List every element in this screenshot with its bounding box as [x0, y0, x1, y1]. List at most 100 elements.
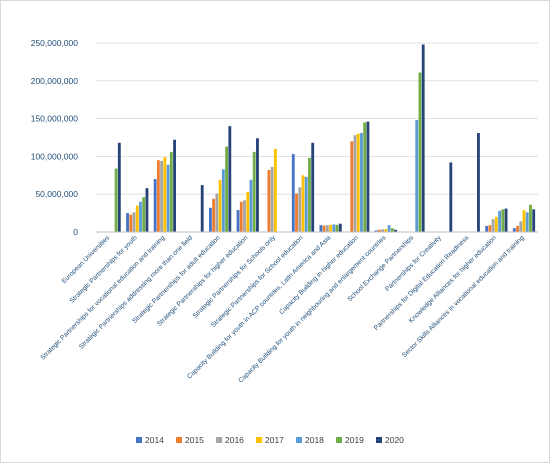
bar-2015-9 [350, 141, 354, 232]
bar-2015-15 [516, 225, 519, 232]
bar-2017-10 [384, 228, 388, 232]
y-tick-label: 100,000,000 [31, 151, 79, 161]
bar-2020-8 [338, 223, 342, 232]
bar-2019-7 [308, 157, 311, 232]
bar-2014-1 [126, 213, 129, 232]
legend-label-2014: 2014 [145, 435, 164, 445]
bar-2017-6 [273, 148, 277, 232]
bar-2020-10 [394, 229, 397, 232]
bar-2017-15 [522, 210, 526, 232]
bar-2018-15 [525, 212, 529, 232]
bar-2019-0 [114, 168, 118, 232]
legend: 2014 2015 2016 2017 2018 2019 2020 [136, 435, 404, 445]
legend-swatch-2017 [256, 437, 262, 443]
bar-2015-2 [156, 160, 160, 232]
bar-2017-1 [135, 205, 139, 232]
bar-2014-5 [236, 210, 240, 232]
bar-2016-4 [215, 193, 219, 232]
bar-2020-11 [421, 44, 425, 233]
legend-swatch-2018 [296, 437, 302, 443]
bar-2017-9 [356, 133, 360, 232]
bar-2015-5 [239, 201, 243, 232]
bar-2017-2 [163, 157, 167, 232]
category-label: Strategic Partnerships for vocational ed… [39, 234, 166, 361]
legend-swatch-2020 [376, 437, 382, 443]
y-tick-label: 150,000,000 [31, 114, 79, 124]
bar-2020-7 [311, 142, 315, 232]
bar-2020-0 [117, 142, 121, 232]
bar-2018-9 [360, 132, 363, 232]
legend-swatch-2019 [336, 437, 342, 443]
bar-2020-13 [477, 132, 480, 232]
bar-2015-6 [267, 170, 271, 232]
bar-2015-10 [377, 229, 381, 232]
bar-2016-7 [298, 187, 302, 232]
bar-2016-5 [243, 200, 246, 232]
legend-label-2017: 2017 [265, 435, 284, 445]
legend-swatch-2016 [216, 437, 222, 443]
bars [114, 44, 536, 233]
bar-2020-1 [145, 188, 149, 232]
bar-2016-14 [491, 219, 495, 232]
bar-2016-10 [381, 229, 385, 232]
bar-2014-8 [319, 225, 323, 232]
bar-2018-5 [249, 179, 253, 232]
bar-2020-3 [200, 185, 204, 232]
bar-2020-9 [366, 121, 370, 232]
bar-2014-7 [291, 154, 295, 232]
bar-2015-4 [212, 198, 216, 232]
category-label: European Universities [61, 234, 112, 285]
bar-2019-10 [390, 228, 394, 232]
bar-2018-11 [415, 120, 419, 232]
bar-2015-14 [488, 225, 492, 232]
y-axis-tick-labels: 0 50,000,000 100,000,000 150,000,000 200,000… [31, 38, 79, 237]
bar-2015-8 [322, 225, 326, 232]
bar-2015-1 [129, 214, 133, 232]
bar-2016-2 [160, 160, 164, 232]
bar-2019-15 [529, 204, 532, 232]
bar-2020-5 [256, 138, 259, 232]
legend-swatch-2015 [176, 437, 182, 443]
bar-2017-5 [246, 191, 250, 232]
bar-2016-6 [270, 166, 274, 232]
y-tick-label: 50,000,000 [35, 189, 78, 199]
bar-2018-8 [332, 224, 336, 232]
legend-label-2016: 2016 [225, 435, 244, 445]
bar-2019-11 [418, 72, 422, 232]
bar-2014-4 [208, 207, 212, 232]
bar-2015-7 [295, 193, 298, 232]
bar-2014-10 [374, 230, 378, 232]
bar-2014-15 [512, 228, 516, 232]
legend-swatch-2014 [136, 437, 142, 443]
legend-label-2015: 2015 [185, 435, 204, 445]
legend-label-2018: 2018 [305, 435, 324, 445]
y-tick-label: 250,000,000 [31, 38, 79, 48]
bar-2018-1 [139, 201, 142, 232]
bar-2020-12 [449, 162, 453, 232]
bar-2019-1 [142, 197, 146, 232]
bar-2014-14 [485, 225, 489, 232]
bar-2016-8 [325, 225, 329, 232]
bar-2019-8 [335, 224, 339, 232]
bar-2019-5 [252, 151, 256, 232]
category-label: Partnerships for Creativity [384, 234, 443, 293]
bar-2017-14 [494, 216, 498, 232]
bar-2014-2 [153, 179, 157, 232]
bar-2020-14 [504, 208, 508, 232]
bar-2018-14 [498, 210, 502, 232]
bar-2018-4 [221, 169, 225, 232]
bar-2019-2 [169, 151, 173, 232]
bar-2019-9 [363, 122, 367, 232]
bar-2019-4 [225, 146, 229, 232]
bar-2018-7 [304, 176, 308, 232]
bar-2016-9 [353, 135, 357, 232]
bar-2018-10 [387, 225, 391, 232]
bar-2017-4 [218, 179, 222, 232]
bar-2019-14 [501, 209, 505, 232]
y-tick-label: 0 [73, 227, 78, 237]
y-tick-label: 200,000,000 [31, 76, 79, 86]
bar-2020-15 [532, 209, 536, 232]
